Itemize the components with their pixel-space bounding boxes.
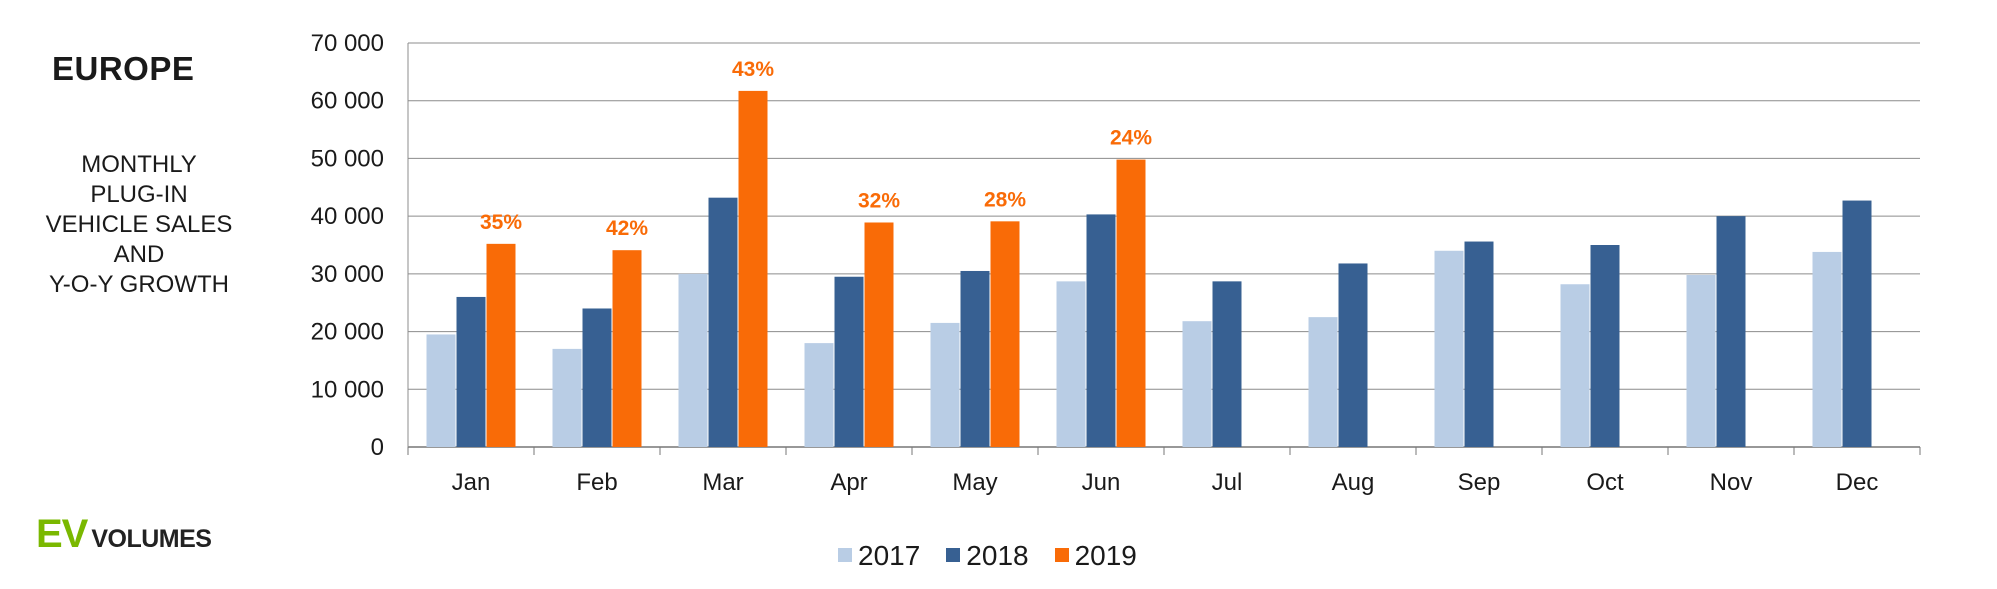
y-tick-label: 40 000 — [311, 203, 384, 230]
bar-2018 — [708, 197, 738, 447]
y-tick-label: 10 000 — [311, 376, 384, 403]
x-tick-label: Nov — [1710, 469, 1753, 496]
bar-2019 — [486, 243, 516, 447]
data-label: 43% — [732, 58, 774, 81]
bar-2017 — [1560, 284, 1590, 447]
y-tick-label: 0 — [371, 434, 384, 461]
legend-label: 2017 — [858, 540, 921, 571]
bar-2018 — [582, 308, 612, 447]
bar-2018 — [1590, 245, 1620, 447]
bar-2018 — [960, 270, 990, 447]
legend-swatch — [1054, 548, 1069, 562]
legend-label: 2018 — [966, 540, 1029, 571]
x-tick-label: Feb — [576, 469, 617, 496]
y-tick-label: 50 000 — [311, 145, 384, 172]
subtitle-line: PLUG-IN — [90, 181, 188, 208]
x-tick-label: Apr — [830, 469, 867, 496]
bar-2018 — [1086, 214, 1116, 447]
x-tick-label: Oct — [1586, 469, 1624, 496]
subtitle-line: Y-O-Y GROWTH — [48, 271, 229, 298]
subtitle-line: VEHICLE SALES — [45, 211, 233, 238]
bar-2018 — [1716, 216, 1746, 447]
data-label: 24% — [1110, 127, 1152, 150]
x-tick-label: Mar — [702, 469, 743, 496]
chart-title: EUROPE — [52, 50, 195, 87]
bar-2018 — [834, 276, 864, 447]
bar-2017 — [678, 273, 708, 447]
subtitle-line: MONTHLY — [81, 151, 197, 178]
x-tick-label: Jul — [1212, 469, 1243, 496]
bar-2017 — [1056, 281, 1086, 447]
y-tick-label: 70 000 — [311, 30, 384, 57]
data-label: 35% — [480, 211, 522, 234]
legend-item: 2017 — [838, 540, 920, 572]
bar-2017 — [552, 348, 582, 447]
x-tick-label: Jan — [452, 469, 491, 496]
bar-2018 — [1842, 200, 1872, 447]
y-tick-label: 20 000 — [311, 319, 384, 346]
legend-item: 2019 — [1054, 540, 1137, 572]
logo-volumes-text: VOLUMES — [91, 525, 212, 553]
data-label: 32% — [858, 189, 900, 212]
bar-2019 — [612, 250, 642, 447]
bar-2017 — [426, 334, 456, 447]
chart-legend: 2017 2018 2019 — [838, 540, 1163, 572]
logo-ev-text: EV — [36, 512, 88, 556]
x-tick-label: Sep — [1458, 469, 1501, 496]
x-tick-label: Dec — [1836, 469, 1879, 496]
bar-2017 — [1686, 275, 1716, 447]
bar-2019 — [1116, 159, 1146, 447]
bar-2018 — [1338, 263, 1368, 447]
legend-swatch — [838, 548, 852, 562]
bar-2017 — [1308, 317, 1338, 447]
y-tick-label: 30 000 — [311, 261, 384, 288]
bar-2017 — [1434, 250, 1464, 447]
bar-2017 — [1812, 251, 1842, 447]
ev-volumes-logo: EV VOLUMES — [36, 512, 212, 557]
data-label: 42% — [606, 217, 648, 240]
bar-2017 — [930, 322, 960, 447]
x-tick-label: May — [952, 469, 997, 496]
x-tick-label: Jun — [1082, 469, 1121, 496]
x-tick-label: Aug — [1332, 469, 1375, 496]
bar-2018 — [1464, 241, 1494, 447]
subtitle-line: AND — [113, 241, 165, 268]
bar-2019 — [738, 90, 768, 447]
bar-2018 — [1212, 281, 1242, 447]
bar-2019 — [990, 221, 1020, 447]
data-label: 28% — [984, 188, 1026, 211]
bar-chart: 0 10 000 20 000 30 000 40 000 50 000 60 000 70 … — [311, 30, 1921, 496]
bar-2018 — [456, 296, 486, 447]
y-tick-label: 60 000 — [311, 88, 384, 115]
bar-2019 — [864, 222, 894, 447]
chart-subtitle: MONTHLY PLUG-IN VEHICLE SALES AND Y-O-Y … — [20, 150, 258, 300]
legend-item: 2018 — [946, 540, 1029, 572]
bar-2017 — [804, 343, 834, 447]
bar-2017 — [1182, 321, 1212, 447]
legend-label: 2019 — [1074, 540, 1137, 571]
legend-swatch — [946, 548, 961, 562]
